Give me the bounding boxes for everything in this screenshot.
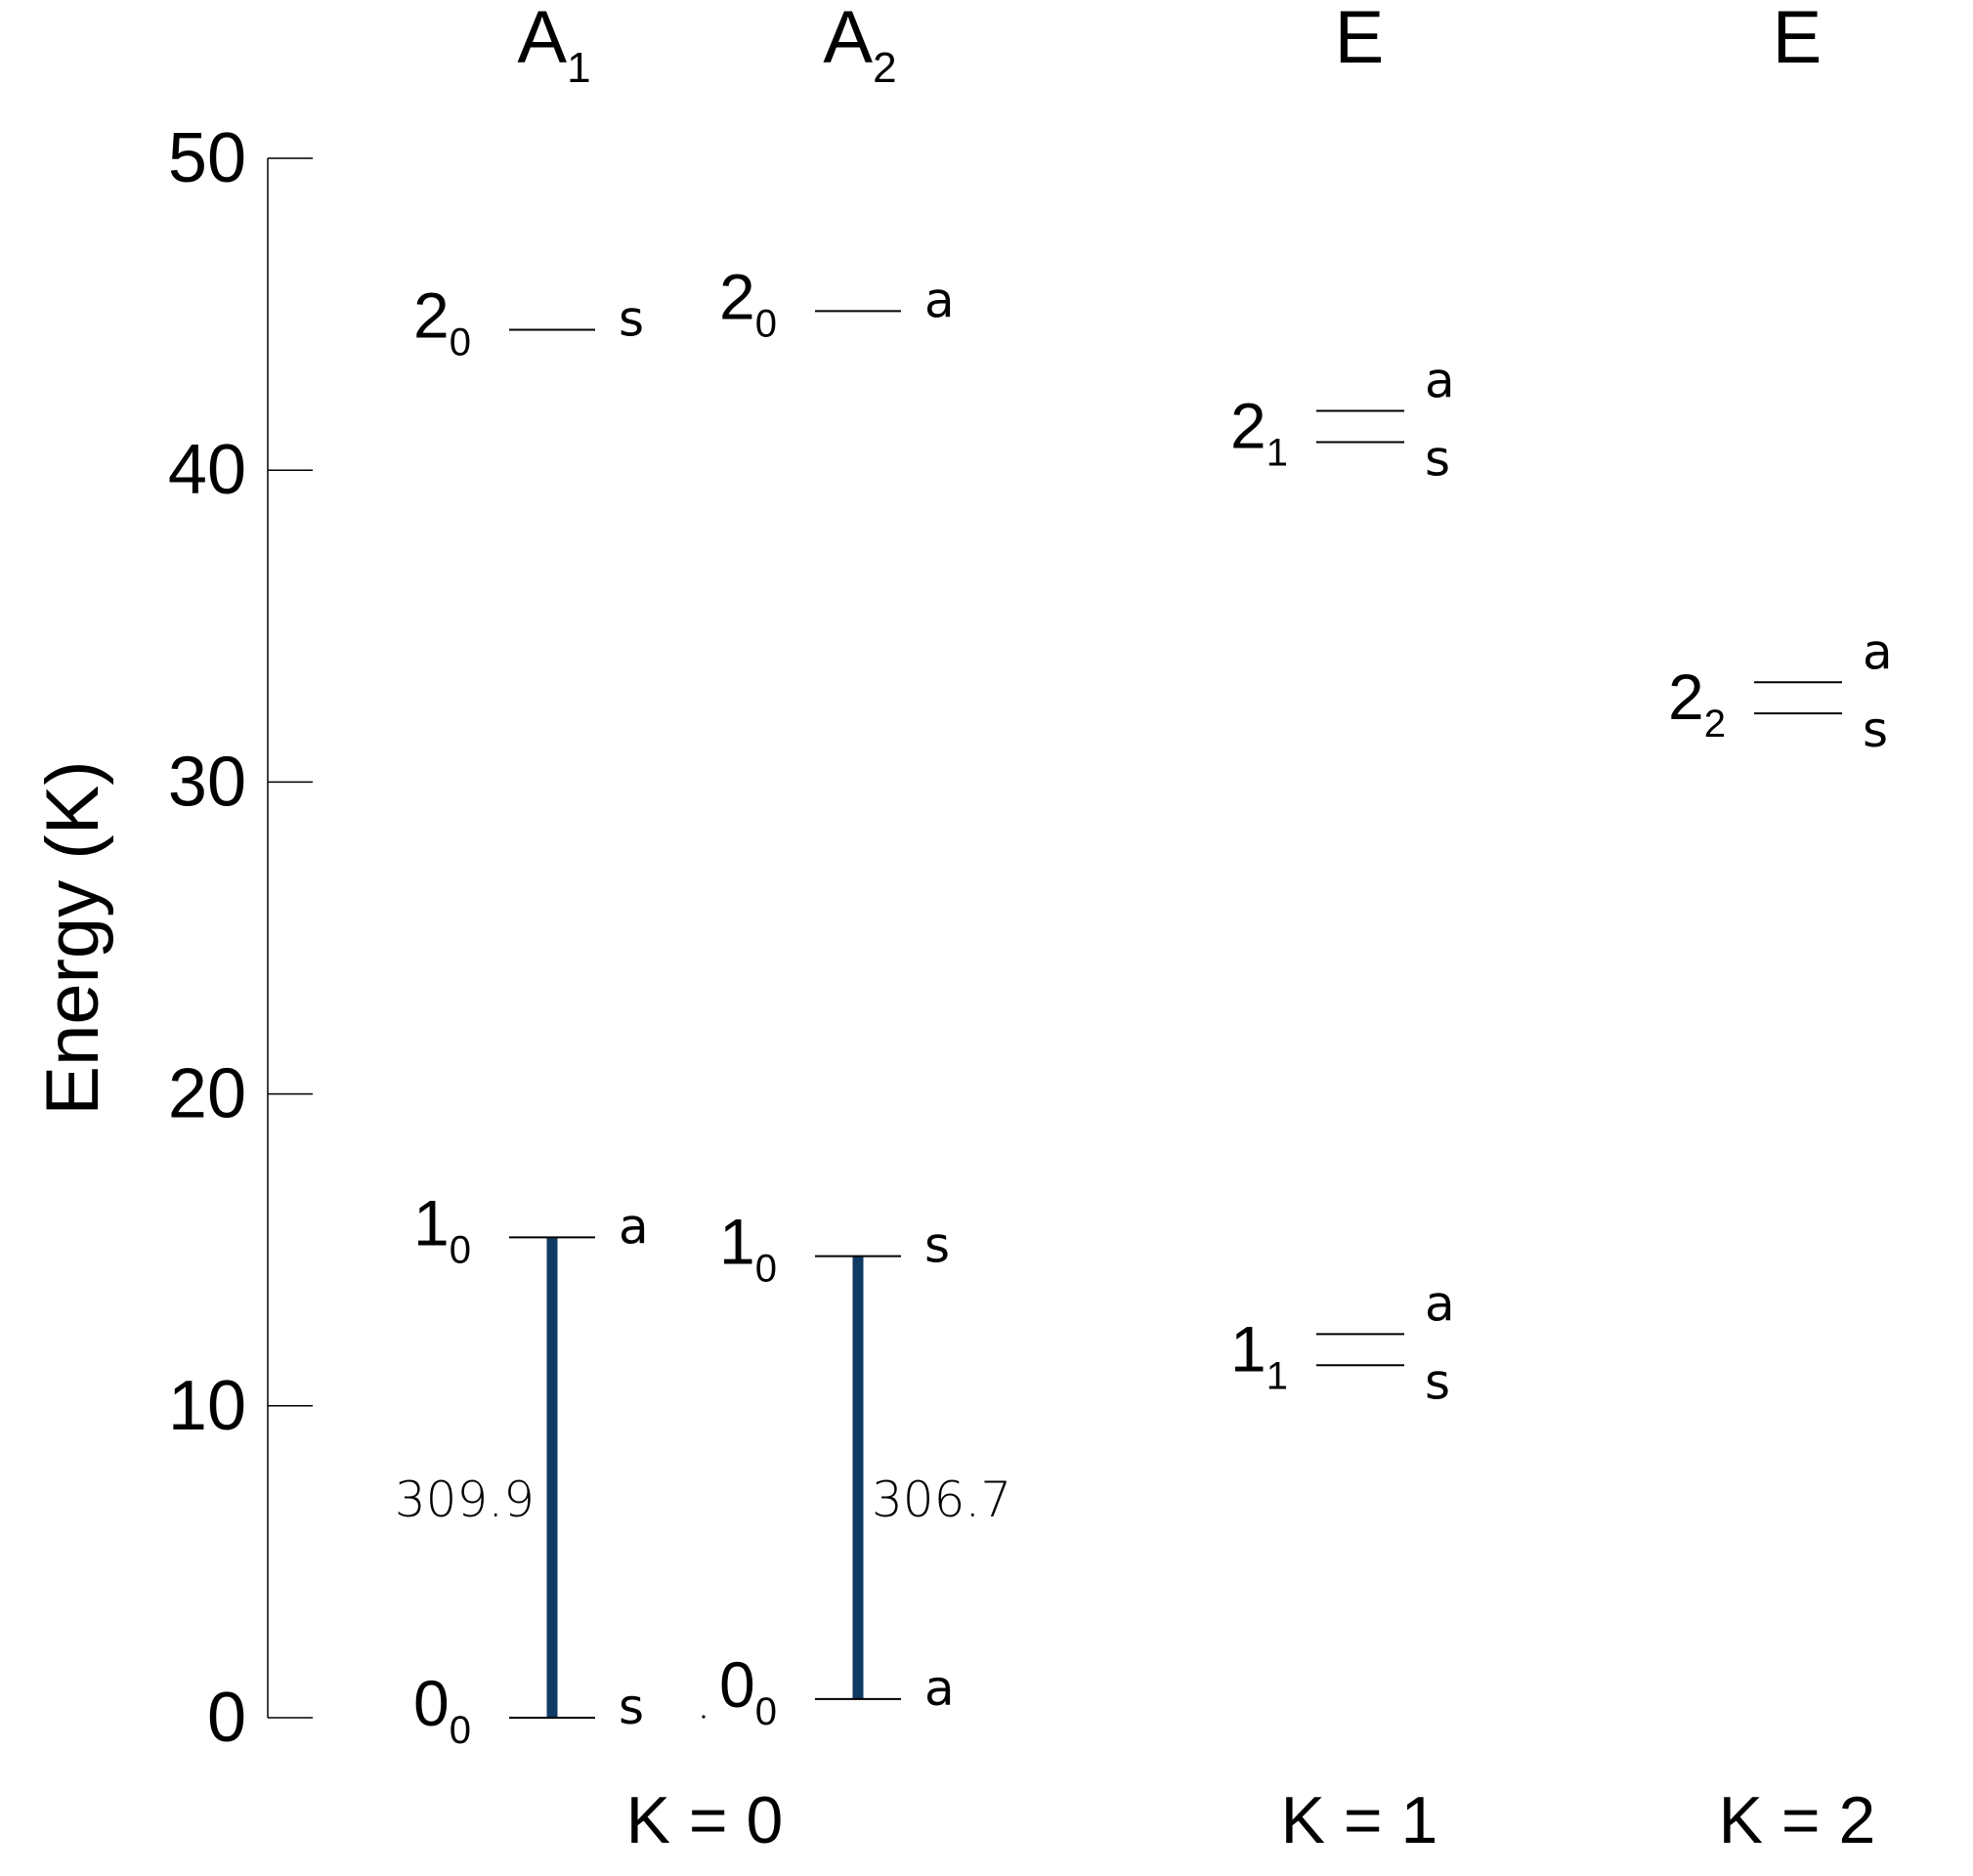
column-header-symbol: A <box>517 0 567 79</box>
column-header-subscript: 2 <box>873 44 896 92</box>
level-label-a1-20: 20 <box>413 279 471 364</box>
level-label-a2-10-main: 1 <box>719 1206 755 1278</box>
y-tick-label-20: 20 <box>168 1055 246 1133</box>
k-label-1: K = 1 <box>1281 1783 1438 1857</box>
level-label-a2-10: 10 <box>719 1206 777 1291</box>
level-label-e2-22-main: 2 <box>1668 661 1704 733</box>
level-label-a2-10-subscript: 0 <box>755 1248 777 1291</box>
k-label-0: K = 0 <box>626 1783 784 1857</box>
level-symmetry-a2-10: s <box>924 1217 950 1274</box>
transitions: 309.9 306.7 <box>395 1237 1011 1718</box>
level-label-e1-21-subscript: 1 <box>1266 432 1288 475</box>
level-symmetry-e1-21-lower: s <box>1425 430 1450 487</box>
level-label-e1-21: 21 <box>1230 390 1288 475</box>
level-label-e2-22-subscript: 2 <box>1704 703 1726 746</box>
column-header-a2: A2 <box>823 0 896 92</box>
level-label-e2-22: 22 <box>1668 661 1726 746</box>
level-symmetry-a1-20: s <box>619 291 644 348</box>
column-headers: A1 A2 E E <box>517 0 1822 92</box>
level-label-a2-00-subscript: 0 <box>755 1690 777 1733</box>
level-symmetry-a2-20: a <box>924 272 955 328</box>
level-label-a1-10: 10 <box>413 1186 471 1271</box>
k-label-2: K = 2 <box>1719 1783 1876 1857</box>
level-label-a1-00: 00 <box>413 1667 471 1752</box>
stray-dot <box>702 1715 706 1719</box>
level-label-e1-11-subscript: 1 <box>1266 1354 1288 1397</box>
level-label-a1-10-subscript: 0 <box>450 1228 471 1271</box>
level-symmetry-a1-10: a <box>619 1198 649 1255</box>
level-label-a2-00: 00 <box>719 1648 777 1733</box>
y-tick-label-30: 30 <box>168 743 246 821</box>
transition-label-a2: 306.7 <box>872 1471 1011 1528</box>
column-header-a1: A1 <box>517 0 590 92</box>
y-tick-label-40: 40 <box>168 431 246 509</box>
level-symmetry-a1-00: s <box>619 1679 644 1735</box>
level-symmetry-e1-11-lower: s <box>1425 1353 1450 1410</box>
level-symmetry-e1-11-upper: a <box>1425 1275 1455 1332</box>
level-symmetry-a2-00: a <box>924 1660 955 1717</box>
y-tick-label-50: 50 <box>168 119 246 197</box>
level-label-a2-00-main: 0 <box>719 1648 755 1721</box>
y-tick-label-10: 10 <box>168 1367 246 1445</box>
y-tick-label-0: 0 <box>207 1679 246 1757</box>
level-symmetry-e1-21-upper: a <box>1425 353 1455 409</box>
level-label-a2-20-subscript: 0 <box>755 302 777 345</box>
level-label-a1-20-subscript: 0 <box>450 321 471 364</box>
y-axis-label: Energy (K) <box>31 760 114 1115</box>
column-header-symbol: E <box>1335 0 1385 79</box>
level-label-a2-20: 20 <box>719 260 777 345</box>
level-label-e1-21-main: 2 <box>1230 390 1266 462</box>
y-axis-ticks: 0 10 20 30 40 50 <box>168 119 313 1757</box>
transition-label-a1: 309.9 <box>395 1471 535 1528</box>
level-label-e1-11-main: 1 <box>1230 1312 1266 1385</box>
level-symmetry-e2-22-lower: s <box>1863 702 1888 758</box>
level-label-a1-00-subscript: 0 <box>450 1709 471 1752</box>
column-header-symbol: E <box>1773 0 1823 79</box>
level-label-e1-11: 11 <box>1230 1312 1288 1397</box>
column-header-subscript: 1 <box>567 44 590 92</box>
y-axis: 0 10 20 30 40 50 Energy (K) <box>31 119 313 1757</box>
k-labels: K = 0 K = 1 K = 2 <box>626 1783 1876 1857</box>
level-label-a1-10-main: 1 <box>413 1186 450 1258</box>
level-label-a2-20-main: 2 <box>719 260 755 332</box>
column-header-symbol: A <box>823 0 873 79</box>
level-symmetry-e2-22-upper: a <box>1863 623 1893 680</box>
level-label-a1-00-main: 0 <box>413 1667 450 1739</box>
level-label-a1-20-main: 2 <box>413 279 450 352</box>
column-header-e1: E <box>1335 0 1385 79</box>
column-header-e2: E <box>1773 0 1823 79</box>
